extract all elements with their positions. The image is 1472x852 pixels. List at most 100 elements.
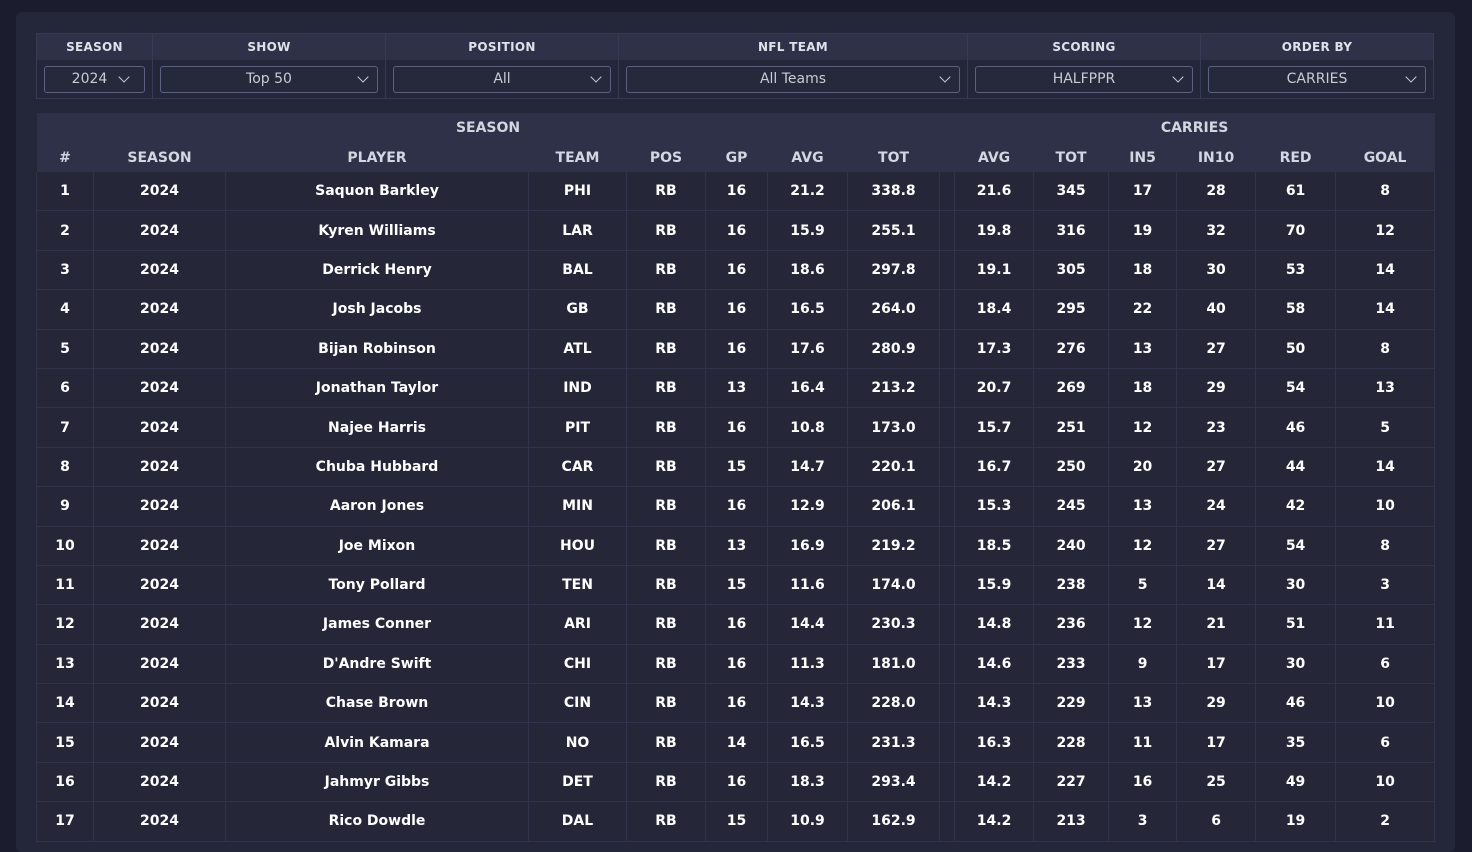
cell-season: 2024 xyxy=(93,526,226,566)
table-row[interactable]: 2 2024 Kyren Williams LAR RB 16 15.9 255.1 19.8 3… xyxy=(36,210,1436,251)
cell-player-name[interactable]: Chuba Hubbard xyxy=(225,447,529,488)
col-header-tot[interactable]: TOT xyxy=(847,143,940,172)
cell-player-name[interactable]: Josh Jacobs xyxy=(225,289,529,330)
cell-player-name[interactable]: Aaron Jones xyxy=(225,486,529,527)
cell-player-name[interactable]: Saquon Barkley xyxy=(225,172,529,212)
cell-season: 2024 xyxy=(93,250,226,291)
col-header-in5[interactable]: IN5 xyxy=(1108,143,1177,172)
cell-carries-tot: 251 xyxy=(1033,407,1110,448)
col-header-red[interactable]: RED xyxy=(1255,143,1336,172)
cell-player-name[interactable]: James Conner xyxy=(225,604,529,645)
cell-carries-tot: 228 xyxy=(1033,722,1110,763)
cell-rank: 17 xyxy=(36,801,94,842)
table-row[interactable]: 16 2024 Jahmyr Gibbs DET RB 16 18.3 293.4 14.2 22… xyxy=(36,762,1436,803)
cell-gp: 16 xyxy=(705,604,768,645)
cell-player-name[interactable]: Joe Mixon xyxy=(225,526,529,566)
position-select[interactable]: All xyxy=(393,65,611,93)
cell-tot: 173.0 xyxy=(847,407,941,448)
col-header-player[interactable]: PLAYER xyxy=(225,143,529,172)
col-header-pos[interactable]: POS xyxy=(626,143,706,172)
cell-pos: RB xyxy=(626,210,706,251)
show-filter-label: SHOW xyxy=(153,34,385,60)
cell-season: 2024 xyxy=(93,722,226,763)
table-row[interactable]: 7 2024 Najee Harris PIT RB 16 10.8 173.0 15.7 251… xyxy=(36,407,1436,448)
table-row[interactable]: 13 2024 D'Andre Swift CHI RB 16 11.3 181.0 14.6 2… xyxy=(36,644,1436,685)
cell-pos: RB xyxy=(626,368,706,409)
cell-player-name[interactable]: Bijan Robinson xyxy=(225,329,529,369)
cell-player-name[interactable]: Jahmyr Gibbs xyxy=(225,762,529,803)
show-select[interactable]: Top 50 xyxy=(160,65,378,93)
cell-in10: 27 xyxy=(1176,329,1257,369)
cell-player-name[interactable]: Alvin Kamara xyxy=(225,722,529,763)
position-filter: POSITION All xyxy=(386,34,619,98)
cell-team: NO xyxy=(528,722,627,763)
cell-in10: 30 xyxy=(1176,250,1257,291)
cell-player-name[interactable]: Najee Harris xyxy=(225,407,529,448)
cell-in5: 11 xyxy=(1108,722,1178,763)
table-row[interactable]: 1 2024 Saquon Barkley PHI RB 16 21.2 338.8 21.6 3… xyxy=(36,172,1436,212)
table-row[interactable]: 15 2024 Alvin Kamara NO RB 14 16.5 231.3 16.3 228… xyxy=(36,722,1436,763)
nfl-team-select[interactable]: All Teams xyxy=(626,65,960,93)
table-row[interactable]: 4 2024 Josh Jacobs GB RB 16 16.5 264.0 18.4 295 22… xyxy=(36,289,1436,330)
cell-avg: 18.3 xyxy=(767,762,848,803)
col-header-carries-tot[interactable]: TOT xyxy=(1033,143,1109,172)
cell-carries-tot: 345 xyxy=(1033,172,1110,212)
cell-pos: RB xyxy=(626,289,706,330)
cell-season: 2024 xyxy=(93,644,226,685)
table-row[interactable]: 8 2024 Chuba Hubbard CAR RB 15 14.7 220.1 16.7 25… xyxy=(36,447,1436,488)
col-header-rank[interactable]: # xyxy=(36,143,94,172)
table-row[interactable]: 9 2024 Aaron Jones MIN RB 16 12.9 206.1 15.3 245 1… xyxy=(36,486,1436,527)
cell-tot: 162.9 xyxy=(847,801,941,842)
cell-gp: 15 xyxy=(705,565,768,606)
cell-in10: 28 xyxy=(1176,172,1257,212)
cell-red: 54 xyxy=(1255,526,1337,566)
cell-goal: 6 xyxy=(1335,644,1436,685)
col-spacer xyxy=(939,143,955,172)
cell-avg: 21.2 xyxy=(767,172,848,212)
cell-red: 49 xyxy=(1255,762,1337,803)
season-select[interactable]: 2024 xyxy=(44,65,145,93)
cell-team: GB xyxy=(528,289,627,330)
cell-player-name[interactable]: Kyren Williams xyxy=(225,210,529,251)
col-header-goal[interactable]: GOAL xyxy=(1335,143,1435,172)
cell-red: 46 xyxy=(1255,407,1337,448)
scoring-select[interactable]: HALFPPR xyxy=(975,65,1193,93)
cell-in5: 13 xyxy=(1108,486,1178,527)
cell-player-name[interactable]: Jonathan Taylor xyxy=(225,368,529,409)
order-by-select[interactable]: CARRIES xyxy=(1208,65,1426,93)
cell-player-name[interactable]: Tony Pollard xyxy=(225,565,529,606)
cell-goal: 3 xyxy=(1335,565,1436,606)
cell-tot: 264.0 xyxy=(847,289,941,330)
col-header-team[interactable]: TEAM xyxy=(528,143,627,172)
col-header-gp[interactable]: GP xyxy=(705,143,768,172)
col-header-in10[interactable]: IN10 xyxy=(1176,143,1256,172)
table-row[interactable]: 14 2024 Chase Brown CIN RB 16 14.3 228.0 14.3 229… xyxy=(36,683,1436,724)
cell-carries-avg: 16.7 xyxy=(954,447,1035,488)
cell-avg: 11.3 xyxy=(767,644,848,685)
cell-spacer xyxy=(939,172,956,212)
cell-spacer xyxy=(939,565,956,606)
cell-player-name[interactable]: Rico Dowdle xyxy=(225,801,529,842)
cell-tot: 213.2 xyxy=(847,368,941,409)
cell-player-name[interactable]: D'Andre Swift xyxy=(225,644,529,685)
cell-team: ARI xyxy=(528,604,627,645)
table-row[interactable]: 3 2024 Derrick Henry BAL RB 16 18.6 297.8 19.1 30… xyxy=(36,250,1436,291)
cell-player-name[interactable]: Chase Brown xyxy=(225,683,529,724)
table-row[interactable]: 6 2024 Jonathan Taylor IND RB 13 16.4 213.2 20.7… xyxy=(36,368,1436,409)
cell-goal: 14 xyxy=(1335,250,1436,291)
table-row[interactable]: 5 2024 Bijan Robinson ATL RB 16 17.6 280.9 17.3 2… xyxy=(36,329,1436,369)
cell-carries-avg: 18.4 xyxy=(954,289,1035,330)
col-header-season[interactable]: SEASON xyxy=(93,143,226,172)
cell-team: TEN xyxy=(528,565,627,606)
table-row[interactable]: 12 2024 James Conner ARI RB 16 14.4 230.3 14.8 23… xyxy=(36,604,1436,645)
cell-rank: 2 xyxy=(36,210,94,251)
cell-spacer xyxy=(939,486,956,527)
col-header-avg[interactable]: AVG xyxy=(767,143,848,172)
cell-spacer xyxy=(939,526,956,566)
col-header-carries-avg[interactable]: AVG xyxy=(954,143,1034,172)
cell-season: 2024 xyxy=(93,407,226,448)
cell-player-name[interactable]: Derrick Henry xyxy=(225,250,529,291)
table-row[interactable]: 11 2024 Tony Pollard TEN RB 15 11.6 174.0 15.9 23… xyxy=(36,565,1436,606)
table-row[interactable]: 17 2024 Rico Dowdle DAL RB 15 10.9 162.9 14.2 213… xyxy=(36,801,1436,842)
table-row[interactable]: 10 2024 Joe Mixon HOU RB 13 16.9 219.2 18.5 240 12… xyxy=(36,526,1436,566)
